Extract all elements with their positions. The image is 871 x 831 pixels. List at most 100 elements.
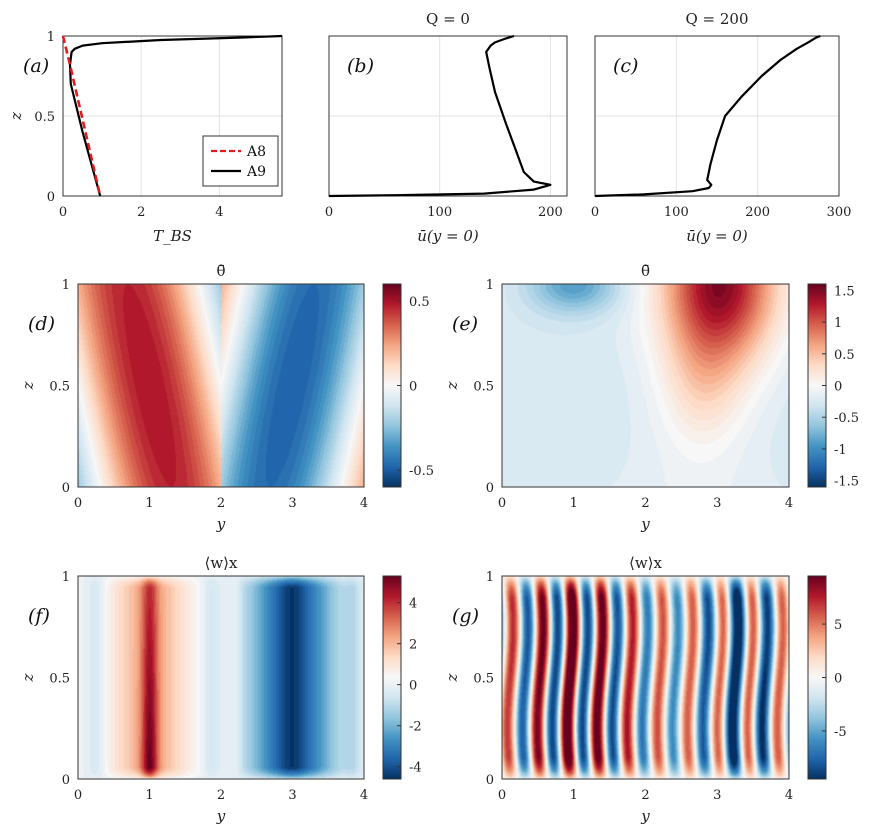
- x-tick-label: 2: [641, 788, 649, 803]
- x-tick-label: 1: [145, 496, 153, 511]
- x-tick-label: 3: [713, 496, 721, 511]
- panel-label: (b): [347, 55, 374, 77]
- y-tick-label: 1: [486, 278, 494, 293]
- heatmap-g: [502, 576, 789, 779]
- panel-c-axes: [594, 35, 840, 197]
- x-tick-label: 2: [217, 788, 225, 803]
- y-tick-label: 0: [62, 481, 70, 496]
- y-tick-label: 0.5: [34, 110, 55, 125]
- x-tick-label: 3: [288, 496, 296, 511]
- y-tick-label: 0: [62, 773, 70, 788]
- x-tick-label: 3: [713, 788, 721, 803]
- colorbar-tick-label: -4: [409, 761, 422, 776]
- x-tick-label: 4: [360, 496, 368, 511]
- y-tick-label: 0: [486, 481, 494, 496]
- panel-g-axes: [501, 575, 790, 780]
- legend-entry: A8: [246, 144, 266, 160]
- panel-label: (c): [613, 55, 638, 77]
- colorbar-tick-label: -0.5: [834, 411, 859, 426]
- y-tick-label: 0.5: [473, 380, 494, 395]
- colorbar-tick-label: -2: [409, 720, 422, 735]
- x-tick-label: 3: [288, 788, 296, 803]
- colorbar-tick-label: -1.5: [834, 475, 859, 490]
- colorbar-tick-label: -0.5: [409, 464, 434, 479]
- heatmap-e: [502, 284, 789, 487]
- panel-f-axes: [77, 575, 365, 780]
- x-tick-label: 200: [745, 205, 770, 220]
- x-tick-label: 0: [59, 205, 67, 220]
- y-axis-label: z: [19, 673, 37, 682]
- panel-title: Q = 0: [426, 10, 470, 28]
- x-axis-label: T_BS: [153, 227, 192, 245]
- panel-title: θ̄: [641, 262, 650, 280]
- x-axis-label: y: [216, 807, 226, 825]
- colorbar-tick-label: 4: [409, 597, 417, 612]
- x-axis-label: y: [640, 515, 650, 533]
- x-tick-label: 1: [145, 788, 153, 803]
- y-tick-label: 1: [486, 570, 494, 585]
- y-tick-label: 0: [486, 773, 494, 788]
- colorbar-tick-label: -5: [834, 725, 847, 740]
- heatmap-d: [78, 284, 364, 487]
- x-tick-label: 4: [360, 788, 368, 803]
- legend-entry: A9: [246, 164, 266, 180]
- panel-label: (d): [28, 313, 55, 335]
- panel-label: (f): [28, 605, 50, 627]
- x-tick-label: 4: [215, 205, 223, 220]
- x-tick-label: 4: [785, 788, 793, 803]
- x-tick-label: 4: [785, 496, 793, 511]
- x-axis-label: ū(y = 0): [417, 227, 479, 245]
- colorbar-tick-label: 2: [409, 638, 417, 653]
- colorbar-tick-label: 1: [834, 316, 842, 331]
- y-tick-label: 1: [62, 570, 70, 585]
- x-tick-label: 300: [827, 205, 852, 220]
- x-tick-label: 2: [137, 205, 145, 220]
- y-axis-label: z: [19, 381, 37, 390]
- panel-title: ⟨w⟩x: [629, 554, 663, 572]
- panel-title: ⟨w⟩x: [204, 554, 238, 572]
- y-axis-label: z: [443, 673, 461, 682]
- series-a-1: [68, 34, 283, 197]
- y-tick-label: 1: [47, 30, 55, 45]
- y-tick-label: 0.5: [49, 380, 70, 395]
- colorbar-tick-label: -1: [834, 443, 847, 458]
- panel-e-axes: [501, 283, 790, 488]
- x-tick-label: 1: [570, 496, 578, 511]
- colorbar-tick-label: 0.5: [834, 348, 855, 363]
- panel-title: θ̄: [216, 262, 225, 280]
- panel-a-axes: [62, 35, 283, 197]
- heatmap-f: [78, 576, 364, 779]
- panel-d-axes: [77, 283, 365, 488]
- x-tick-label: 0: [74, 788, 82, 803]
- panel-label: (a): [23, 55, 49, 77]
- legend-box: [202, 135, 279, 187]
- panel-b-axes: [328, 35, 568, 197]
- colorbar-tick-label: 1.5: [834, 284, 855, 299]
- x-tick-label: 0: [591, 205, 599, 220]
- colorbar-tick-label: 0: [409, 380, 417, 395]
- series-c-0: [594, 34, 821, 198]
- colorbar-tick-label: 0: [834, 380, 842, 395]
- x-tick-label: 2: [217, 496, 225, 511]
- y-tick-label: 0: [47, 190, 55, 205]
- colorbar-tick-label: 5: [834, 618, 842, 633]
- series-b-0: [328, 34, 552, 198]
- x-tick-label: 200: [538, 205, 563, 220]
- colorbar-f: [382, 575, 402, 780]
- colorbar-tick-label: 0.5: [409, 295, 430, 310]
- x-tick-label: 100: [427, 205, 452, 220]
- x-axis-label: ū(y = 0): [686, 227, 748, 245]
- x-tick-label: 0: [498, 496, 506, 511]
- x-tick-label: 0: [74, 496, 82, 511]
- colorbar-tick-label: 0: [834, 672, 842, 687]
- y-axis-label: z: [7, 112, 25, 121]
- y-axis-label: z: [443, 381, 461, 390]
- x-tick-label: 0: [325, 205, 333, 220]
- panel-label: (g): [452, 605, 479, 627]
- panel-label: (e): [452, 313, 478, 335]
- y-tick-label: 0.5: [49, 672, 70, 687]
- x-tick-label: 2: [641, 496, 649, 511]
- y-tick-label: 1: [62, 278, 70, 293]
- x-axis-label: y: [216, 515, 226, 533]
